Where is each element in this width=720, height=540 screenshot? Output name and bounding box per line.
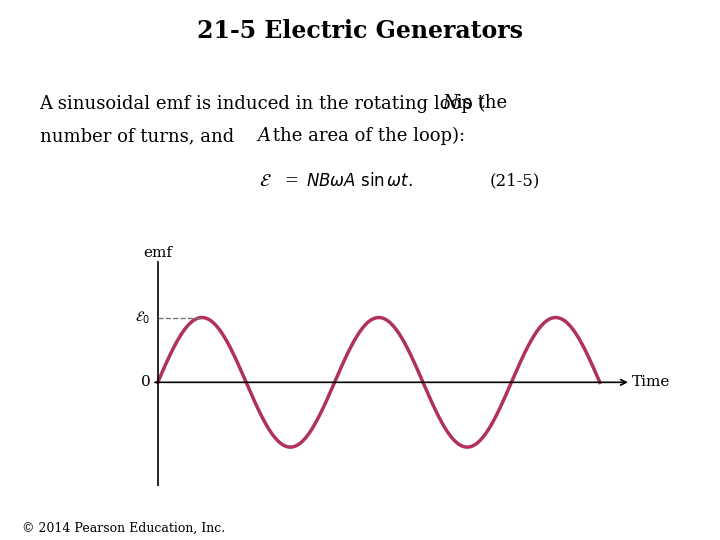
Text: Time: Time — [632, 375, 670, 389]
Text: $\mathcal{E}$: $\mathcal{E}$ — [259, 172, 272, 190]
Text: $NB\omega A$ $\mathrm{sin}\,\omega t.$: $NB\omega A$ $\mathrm{sin}\,\omega t.$ — [306, 172, 413, 190]
Text: 0: 0 — [141, 375, 150, 389]
Text: the area of the loop):: the area of the loop): — [267, 127, 465, 145]
Text: A sinusoidal emf is induced in the rotating loop (: A sinusoidal emf is induced in the rotat… — [40, 94, 486, 113]
Text: number of turns, and: number of turns, and — [40, 127, 240, 145]
Text: (21-5): (21-5) — [490, 172, 540, 190]
Text: $\mathcal{E}_0$: $\mathcal{E}_0$ — [135, 309, 150, 326]
Text: © 2014 Pearson Education, Inc.: © 2014 Pearson Education, Inc. — [22, 522, 225, 535]
Text: is the: is the — [451, 94, 508, 112]
Text: A: A — [258, 127, 271, 145]
Text: emf: emf — [143, 246, 172, 260]
Text: N: N — [442, 94, 458, 112]
Text: 21-5 Electric Generators: 21-5 Electric Generators — [197, 19, 523, 43]
Text: =: = — [284, 172, 298, 190]
